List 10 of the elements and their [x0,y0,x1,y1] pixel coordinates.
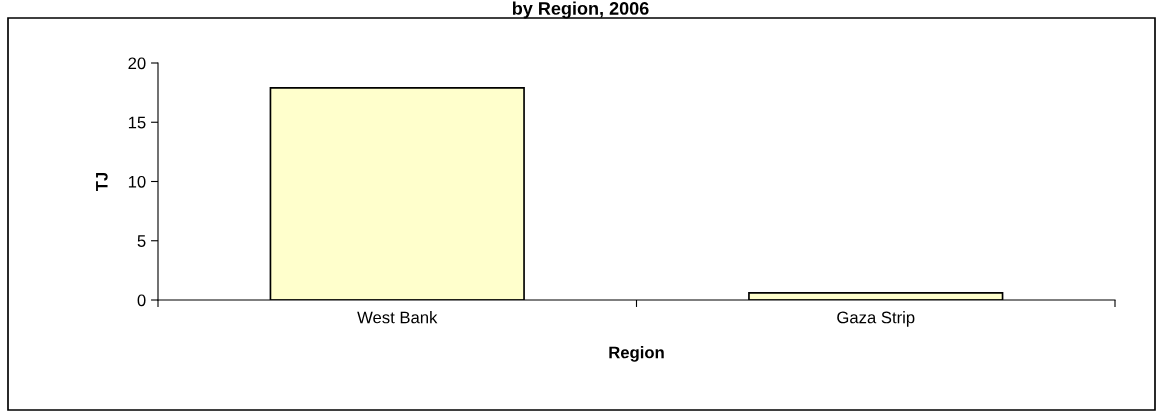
x-tick-label: Gaza Strip [837,311,915,327]
y-tick-label: 0 [137,294,146,307]
y-tick-label: 20 [128,57,146,70]
y-tick-label: 15 [128,116,146,129]
y-axis-title: TJ [96,172,108,192]
x-tick-label: West Bank [357,311,438,324]
chart-title: by Region, 2006 [512,1,649,19]
y-tick-label: 5 [137,235,146,247]
y-tick-label: 10 [128,175,146,188]
x-axis-title: Region [609,346,664,362]
